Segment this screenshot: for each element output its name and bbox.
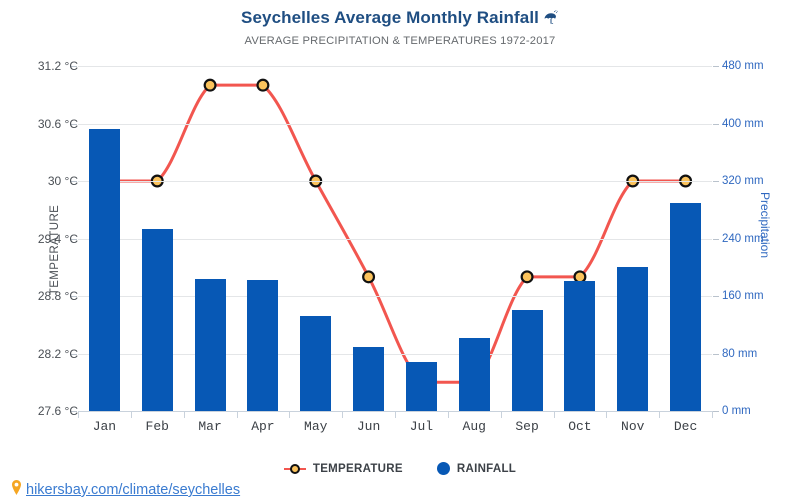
x-axis-tick — [342, 411, 344, 418]
x-axis-tick — [183, 411, 185, 418]
y-axis-label-temperature: 30 °C — [47, 174, 78, 188]
x-axis-label: Oct — [568, 419, 592, 434]
y-axis-tick-left — [71, 66, 77, 67]
y-axis-label-temperature: 28.8 °C — [37, 289, 78, 303]
y-axis-label-temperature: 31.2 °C — [37, 59, 78, 73]
x-axis-tick — [236, 411, 238, 418]
x-axis-label: Feb — [145, 419, 169, 434]
rainfall-bar[interactable] — [141, 229, 173, 411]
y-axis-label-precipitation: 160 mm — [722, 290, 764, 302]
rainfall-bar[interactable] — [405, 362, 437, 411]
x-axis-tick — [712, 411, 713, 418]
temperature-point[interactable]: Apr: 31 °C — [256, 78, 270, 92]
axis-title-precipitation: Precipitation — [757, 191, 772, 259]
plot-area: Jan: 30 °CFeb: 30 °CMar: 31 °CApr: 31 °C… — [71, 66, 719, 412]
x-axis-tick — [395, 411, 396, 418]
rainfall-bar[interactable] — [670, 203, 702, 411]
legend-label-temperature: TEMPERATURE — [312, 462, 403, 475]
x-axis-tick — [447, 411, 449, 418]
y-axis-label-precipitation: 400 mm — [722, 117, 764, 130]
rain-umbrella-icon — [543, 10, 559, 30]
chart-subtitle: AVERAGE PRECIPITATION & TEMPERATURES 197… — [244, 35, 556, 47]
rainfall-bar[interactable] — [88, 129, 120, 411]
y-axis-tick-right — [713, 411, 719, 412]
x-axis-tick — [130, 411, 132, 418]
axis-title-temperature: TEMPERATURE — [49, 204, 62, 296]
y-axis-tick-right — [713, 296, 719, 297]
rainfall-bar[interactable] — [564, 280, 596, 411]
legend-label-rainfall: RAINFALL — [456, 462, 517, 475]
x-axis-tick — [78, 411, 79, 418]
gridline — [78, 66, 712, 67]
gridline — [78, 353, 712, 355]
y-axis-label-precipitation: 240 mm — [722, 232, 764, 245]
x-axis-label: May — [304, 419, 328, 434]
footer: hikersbay.com/climate/seychelles — [10, 479, 240, 500]
map-pin-icon — [10, 479, 23, 500]
temperature-point[interactable]: Mar: 31 °C — [203, 78, 217, 92]
x-axis-tick — [500, 411, 502, 418]
x-axis-label: Jul — [409, 419, 434, 434]
rainfall-bar[interactable] — [247, 280, 279, 411]
chart-legend: TEMPERATURE RAINFALL — [0, 462, 800, 475]
y-axis-tick-left — [71, 296, 77, 297]
y-axis-label-temperature: 29.4 °C — [37, 231, 78, 246]
x-axis-tick — [553, 411, 555, 418]
temperature-line — [102, 83, 688, 384]
x-axis-tick — [289, 411, 291, 418]
rainfall-marker-icon — [436, 462, 450, 475]
x-axis-label: Jan — [92, 419, 117, 434]
chart-title-text: Seychelles Average Monthly Rainfall — [241, 8, 539, 27]
rainfall-bar[interactable] — [194, 278, 226, 411]
gridline — [78, 238, 712, 240]
y-axis-tick-right — [713, 238, 719, 240]
y-axis-tick-left — [71, 353, 77, 355]
y-axis-label-precipitation: 0 mm — [722, 405, 751, 417]
y-axis-tick-right — [713, 123, 719, 125]
y-axis-tick-right — [713, 66, 719, 67]
rainfall-bar[interactable] — [458, 337, 490, 411]
temperature-point[interactable]: Jun: 29 °C — [362, 270, 376, 284]
gridline — [78, 181, 712, 182]
x-axis-label: Aug — [462, 419, 486, 434]
y-axis-label-precipitation: 480 mm — [722, 60, 764, 72]
y-axis-label-temperature: 30.6 °C — [37, 116, 78, 131]
x-axis-label: Apr — [251, 419, 275, 434]
x-axis-label: Jun — [356, 419, 381, 434]
legend-item-rainfall[interactable]: RAINFALL — [436, 462, 517, 475]
rainfall-bar[interactable] — [353, 347, 385, 411]
rainfall-bar[interactable] — [300, 316, 332, 411]
y-axis-label-temperature: 27.6 °C — [37, 404, 78, 418]
gridline — [78, 296, 712, 297]
gridline — [78, 123, 712, 125]
y-axis-label-precipitation: 320 mm — [722, 175, 764, 187]
y-axis-tick-left — [71, 123, 77, 125]
rainfall-bar[interactable] — [511, 310, 543, 411]
y-axis-tick-left — [71, 411, 77, 412]
x-axis-label: Dec — [673, 419, 698, 434]
temperature-marker-icon — [283, 463, 306, 475]
y-axis-tick-right — [713, 353, 719, 355]
x-axis-tick — [659, 411, 661, 418]
x-axis-label: Sep — [515, 419, 539, 434]
x-axis-line — [78, 411, 713, 418]
page-title: Seychelles Average Monthly Rainfall — [0, 8, 800, 30]
y-axis-label-precipitation: 80 mm — [722, 347, 758, 360]
temperature-point[interactable]: Sep: 29 °C — [520, 270, 534, 284]
y-axis-label-temperature: 28.2 °C — [37, 346, 78, 361]
y-axis-tick-right — [713, 181, 719, 182]
legend-item-temperature[interactable]: TEMPERATURE — [283, 462, 403, 475]
x-axis-label: Nov — [621, 419, 645, 434]
source-link[interactable]: hikersbay.com/climate/seychelles — [26, 482, 241, 498]
x-axis-tick — [606, 411, 608, 418]
rainfall-bar[interactable] — [617, 267, 649, 411]
y-axis-tick-left — [71, 238, 77, 240]
x-axis-label: Mar — [198, 419, 222, 434]
y-axis-tick-left — [71, 181, 77, 182]
